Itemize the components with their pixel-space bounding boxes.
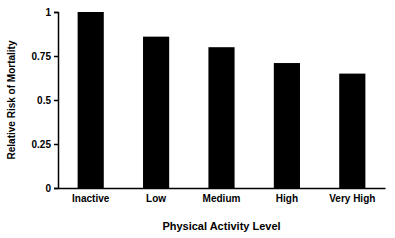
y-tick-mark <box>54 56 58 58</box>
bar <box>274 63 300 188</box>
x-tick: Medium <box>203 193 241 204</box>
bar <box>339 74 365 188</box>
x-tick: Very High <box>329 193 375 204</box>
x-tick: Inactive <box>72 193 110 204</box>
x-axis-title: Physical Activity Level <box>162 220 280 232</box>
y-tick-mark <box>54 188 58 190</box>
y-tick: 0.25 <box>32 139 58 150</box>
y-axis-line <box>54 13 59 189</box>
bar <box>143 37 169 188</box>
x-axis-line <box>59 188 386 190</box>
x-tick-label: Medium <box>203 193 241 204</box>
x-tick-label: Low <box>146 193 166 204</box>
y-axis-title: Relative Risk of Mortality <box>6 40 17 159</box>
x-tick: Low <box>146 193 166 204</box>
x-axis: Inactive Low Medium High Very High <box>59 189 386 205</box>
y-tick-mark <box>54 12 58 14</box>
x-tick-label: Inactive <box>72 193 110 204</box>
y-tick-mark <box>54 144 58 146</box>
y-tick-label: 0.5 <box>37 95 51 106</box>
y-tick: 1 <box>45 7 58 18</box>
y-tick-mark <box>54 100 58 102</box>
plot: 0 0.25 0.5 0.75 1 Inactive Low Medium High Very H… <box>32 7 386 204</box>
y-tick-label: 0.75 <box>32 51 52 62</box>
y-axis: 0 0.25 0.5 0.75 1 <box>32 7 59 194</box>
x-tick-label: Very High <box>329 193 375 204</box>
y-tick: 0.5 <box>37 95 58 106</box>
y-tick: 0 <box>45 183 58 194</box>
x-tick: High <box>276 193 298 204</box>
bar <box>78 12 104 188</box>
y-tick-label: 1 <box>45 7 51 18</box>
y-tick-label: 0.25 <box>32 139 52 150</box>
x-tick-label: High <box>276 193 298 204</box>
chart: 0 0.25 0.5 0.75 1 Inactive Low Medium High Very H… <box>0 0 395 238</box>
y-tick: 0.75 <box>32 51 58 62</box>
bar <box>208 47 234 188</box>
y-tick-label: 0 <box>45 183 51 194</box>
bars <box>78 12 366 188</box>
